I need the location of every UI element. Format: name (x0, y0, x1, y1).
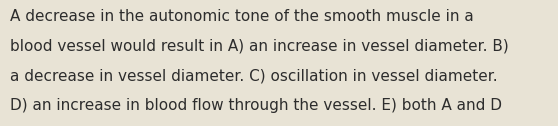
Text: A decrease in the autonomic tone of the smooth muscle in a: A decrease in the autonomic tone of the … (10, 9, 474, 24)
Text: blood vessel would result in A) an increase in vessel diameter. B): blood vessel would result in A) an incre… (10, 38, 509, 53)
Text: a decrease in vessel diameter. C) oscillation in vessel diameter.: a decrease in vessel diameter. C) oscill… (10, 68, 498, 83)
Text: D) an increase in blood flow through the vessel. E) both A and D: D) an increase in blood flow through the… (10, 98, 502, 113)
